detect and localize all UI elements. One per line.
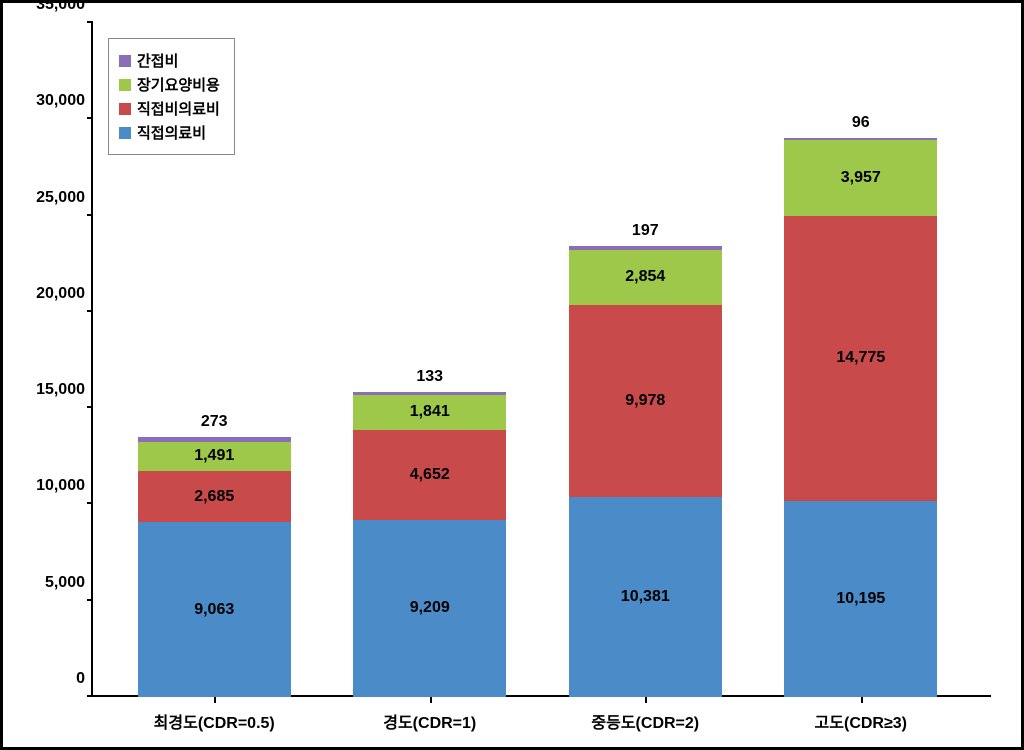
y-tick-label: 0	[76, 670, 85, 688]
legend-item: 간접비	[119, 50, 220, 71]
y-tick-label: 15,000	[36, 381, 85, 399]
legend: 간접비장기요양비용직접비의료비직접의료비	[108, 38, 235, 155]
y-tick-label: 5,000	[45, 574, 85, 592]
bar-segment-label: 14,775	[836, 349, 885, 367]
bar-group: 10,381 9,978 2,854 197	[569, 23, 722, 697]
bar-segment	[784, 138, 937, 140]
bar-top-label: 96	[852, 114, 870, 132]
bar-group: 9,209 4,652 1,841 133	[353, 23, 506, 697]
legend-item: 직접의료비	[119, 122, 220, 143]
legend-label: 장기요양비용	[137, 74, 220, 95]
x-tick-mark	[645, 697, 647, 703]
bar-segment-label: 1,841	[410, 403, 450, 421]
bar-segment: 2,685	[138, 471, 291, 523]
bar-segment: 1,841	[353, 395, 506, 430]
legend-swatch	[119, 79, 131, 91]
bar-segment: 2,854	[569, 250, 722, 305]
bar-segment-label: 3,957	[841, 169, 881, 187]
bar-segment: 10,381	[569, 497, 722, 697]
x-axis: 최경도(CDR=0.5) 경도(CDR=1) 중등도(CDR=2) 고도(CDR≥3)	[93, 697, 991, 747]
y-tick-label: 30,000	[36, 92, 85, 110]
x-category-label: 중등도(CDR=2)	[591, 709, 699, 733]
x-category-label: 고도(CDR≥3)	[815, 709, 907, 733]
bar-group: 10,195 14,775 3,957 96	[784, 23, 937, 697]
chart-container: 0 5,000 10,000 15,000 20,000 25,000 30,000 35,0…	[0, 0, 1024, 750]
bar-top-label: 197	[632, 222, 659, 240]
legend-swatch	[119, 55, 131, 67]
bar-segment-label: 9,209	[410, 599, 450, 617]
bar-segment: 10,195	[784, 501, 937, 697]
bar-segment: 9,063	[138, 522, 291, 697]
bar-top-label: 273	[201, 413, 228, 431]
x-tick-mark	[430, 697, 432, 703]
legend-label: 직접비의료비	[137, 98, 220, 119]
bar-segment-label: 2,685	[194, 488, 234, 506]
bar-segment: 1,491	[138, 442, 291, 471]
bar-segment-label: 9,063	[194, 601, 234, 619]
legend-item: 직접비의료비	[119, 98, 220, 119]
x-category-label: 경도(CDR=1)	[383, 709, 476, 733]
legend-label: 간접비	[137, 50, 178, 71]
bar-top-label: 133	[416, 368, 443, 386]
legend-label: 직접의료비	[137, 122, 206, 143]
legend-item: 장기요양비용	[119, 74, 220, 95]
y-axis: 05,00010,00015,00020,00025,00030,00035,0…	[3, 23, 93, 697]
bar-segment: 3,957	[784, 140, 937, 216]
bar-segment: 9,209	[353, 520, 506, 697]
bar-segment	[569, 246, 722, 250]
bar-segment-label: 10,381	[621, 588, 670, 606]
x-tick-mark	[861, 697, 863, 703]
bar-segment-label: 1,491	[194, 447, 234, 465]
y-tick-label: 35,000	[36, 0, 85, 14]
bar-segment-label: 9,978	[625, 392, 665, 410]
y-tick-label: 20,000	[36, 285, 85, 303]
x-tick-mark	[214, 697, 216, 703]
bar-segment-label: 4,652	[410, 466, 450, 484]
bar-segment: 9,978	[569, 305, 722, 497]
bar-segment	[353, 392, 506, 395]
x-category-label: 최경도(CDR=0.5)	[154, 709, 275, 733]
y-tick-label: 25,000	[36, 189, 85, 207]
y-tick-label: 10,000	[36, 477, 85, 495]
bar-segment	[138, 437, 291, 442]
legend-swatch	[119, 127, 131, 139]
bar-segment: 14,775	[784, 216, 937, 501]
bar-segment-label: 2,854	[625, 268, 665, 286]
bar-segment-label: 10,195	[836, 590, 885, 608]
bar-segment: 4,652	[353, 430, 506, 520]
legend-swatch	[119, 103, 131, 115]
